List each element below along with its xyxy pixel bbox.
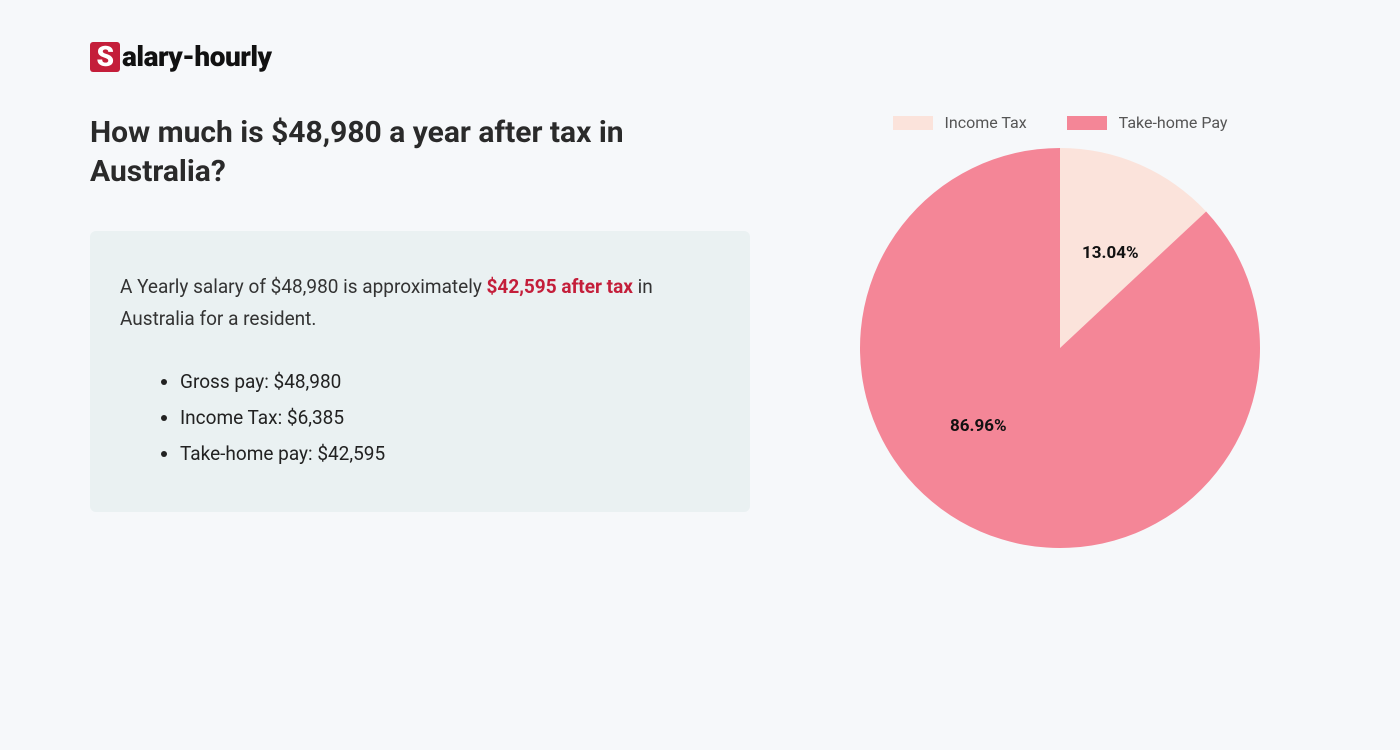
summary-text: A Yearly salary of $48,980 is approximat… xyxy=(120,271,720,336)
chart-column: Income Tax Take-home Pay 13.04% 86.96% xyxy=(810,113,1310,548)
site-logo: Salary-hourly xyxy=(90,40,1310,73)
logo-badge: S xyxy=(90,42,120,72)
legend-item-take-home: Take-home Pay xyxy=(1067,113,1228,132)
logo-text: alary-hourly xyxy=(122,40,272,73)
list-item: Take-home pay: $42,595 xyxy=(180,436,720,472)
pie-chart: 13.04% 86.96% xyxy=(860,148,1260,548)
list-item: Gross pay: $48,980 xyxy=(180,364,720,400)
pie-slice-label: 86.96% xyxy=(950,416,1007,436)
pie-svg xyxy=(860,148,1260,548)
chart-legend: Income Tax Take-home Pay xyxy=(893,113,1228,132)
legend-label: Take-home Pay xyxy=(1119,113,1228,132)
summary-pre: A Yearly salary of $48,980 is approximat… xyxy=(120,275,487,298)
summary-highlight: $42,595 after tax xyxy=(487,275,633,298)
breakdown-list: Gross pay: $48,980 Income Tax: $6,385 Ta… xyxy=(120,364,720,472)
legend-item-income-tax: Income Tax xyxy=(893,113,1027,132)
list-item: Income Tax: $6,385 xyxy=(180,400,720,436)
page-title: How much is $48,980 a year after tax in … xyxy=(90,113,750,191)
main-content: How much is $48,980 a year after tax in … xyxy=(90,113,1310,548)
text-column: How much is $48,980 a year after tax in … xyxy=(90,113,750,548)
info-box: A Yearly salary of $48,980 is approximat… xyxy=(90,231,750,512)
pie-slice-label: 13.04% xyxy=(1082,243,1139,263)
legend-swatch xyxy=(893,116,933,130)
legend-swatch xyxy=(1067,116,1107,130)
legend-label: Income Tax xyxy=(945,113,1027,132)
